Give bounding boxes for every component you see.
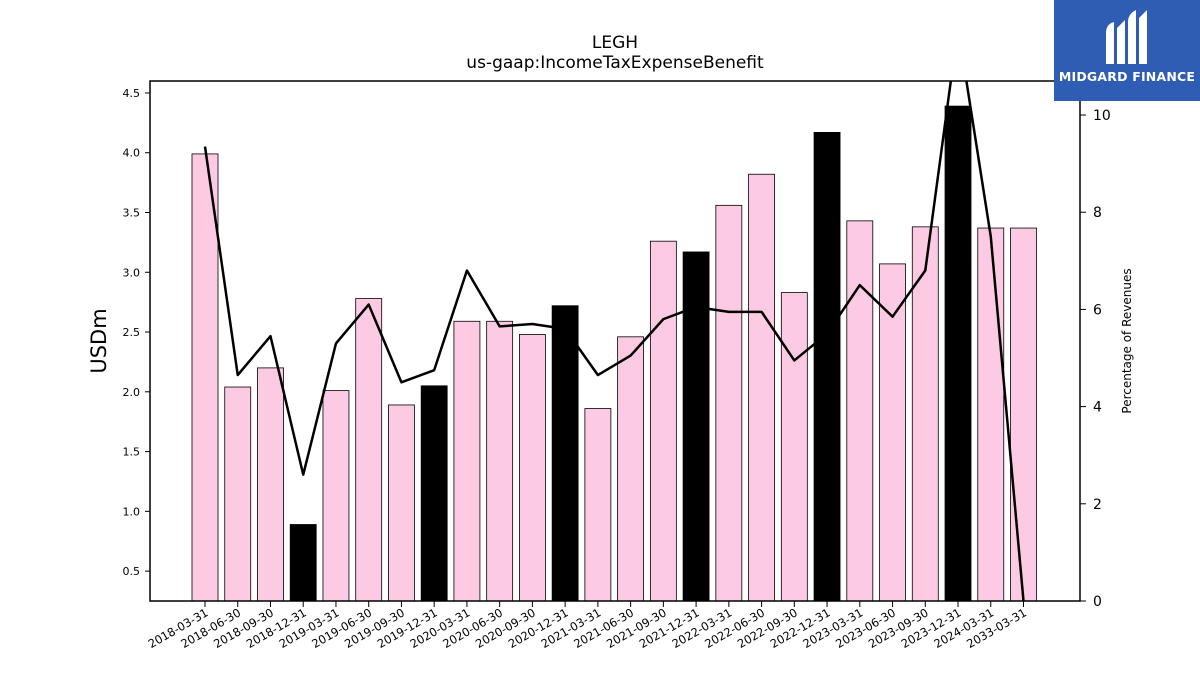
bar-2022-09-30 <box>780 292 808 602</box>
y-tick-label: 0.5 <box>123 565 141 578</box>
bar-2021-09-30 <box>649 240 677 602</box>
bar-2019-03-31 <box>322 390 350 602</box>
bar-2033-03-31 <box>1010 227 1037 602</box>
bar-2023-03-31 <box>846 220 874 602</box>
y-tick-label: 3.0 <box>123 266 141 279</box>
bar-2020-06-30 <box>486 320 514 602</box>
x-axis-ticks: 2018-03-312018-06-302018-09-302018-12-31… <box>146 601 1029 651</box>
y2-tick-label: 0 <box>1093 594 1102 610</box>
bar-2018-06-30 <box>224 386 252 602</box>
y2-tick-label: 4 <box>1093 400 1102 416</box>
bar-2019-06-30 <box>355 298 383 602</box>
y-tick-label: 3.5 <box>123 206 141 219</box>
y-tick-label: 4.0 <box>123 147 141 160</box>
logo-mark-icon <box>1106 10 1147 64</box>
y-tick-label: 1.5 <box>123 446 141 459</box>
right-axis-ticks: 0 2 4 6 8 10 <box>1080 108 1111 610</box>
chart-title: LEGH <box>592 33 638 53</box>
bar-2021-06-30 <box>617 336 645 602</box>
bar-2023-12-31 <box>944 105 972 602</box>
bar-2019-09-30 <box>388 404 415 602</box>
bar-2022-12-31 <box>813 132 841 602</box>
bar-2023-09-30 <box>911 226 939 602</box>
y2-axis-label: Percentage of Revenues <box>1120 268 1134 413</box>
bar-2020-12-31 <box>551 305 579 602</box>
y-tick-label: 4.5 <box>123 87 141 100</box>
bar-2022-06-30 <box>748 173 775 602</box>
y-tick-label: 1.0 <box>123 505 141 518</box>
bar-2018-12-31 <box>289 524 317 602</box>
midgard-finance-logo: MIDGARD FINANCE <box>1054 0 1200 101</box>
logo-text: MIDGARD FINANCE <box>1058 69 1196 84</box>
y2-tick-label: 10 <box>1093 108 1111 124</box>
bar-2022-03-31 <box>715 204 743 602</box>
bar-series <box>191 105 1037 602</box>
chart-subtitle: us-gaap:IncomeTaxExpenseBenefit <box>466 53 764 73</box>
y2-tick-label: 6 <box>1093 302 1102 318</box>
y-tick-label: 2.0 <box>123 386 141 399</box>
percentage-line-layer <box>203 81 1025 601</box>
bar-2024-03-31 <box>977 227 1005 602</box>
y2-tick-label: 2 <box>1093 497 1102 513</box>
bar-2019-12-31 <box>420 385 448 602</box>
bar-2023-06-30 <box>879 263 906 602</box>
y2-tick-label: 8 <box>1093 205 1102 221</box>
bar-2018-09-30 <box>257 367 284 602</box>
bar-2021-03-31 <box>584 408 612 602</box>
y-tick-label: 2.5 <box>123 326 141 339</box>
bar-2018-03-31 <box>191 153 219 602</box>
plot-frame <box>149 80 1081 602</box>
left-axis-ticks: 0.5 1.0 1.5 2.0 2.5 3.0 3.5 4.0 4.5 <box>123 87 150 578</box>
bar-2020-03-31 <box>453 320 481 602</box>
y-axis-label: USDm <box>87 308 111 373</box>
percentage-of-revenues-line <box>203 81 1025 601</box>
bar-2021-12-31 <box>682 251 710 602</box>
bar-2020-09-30 <box>519 334 546 602</box>
